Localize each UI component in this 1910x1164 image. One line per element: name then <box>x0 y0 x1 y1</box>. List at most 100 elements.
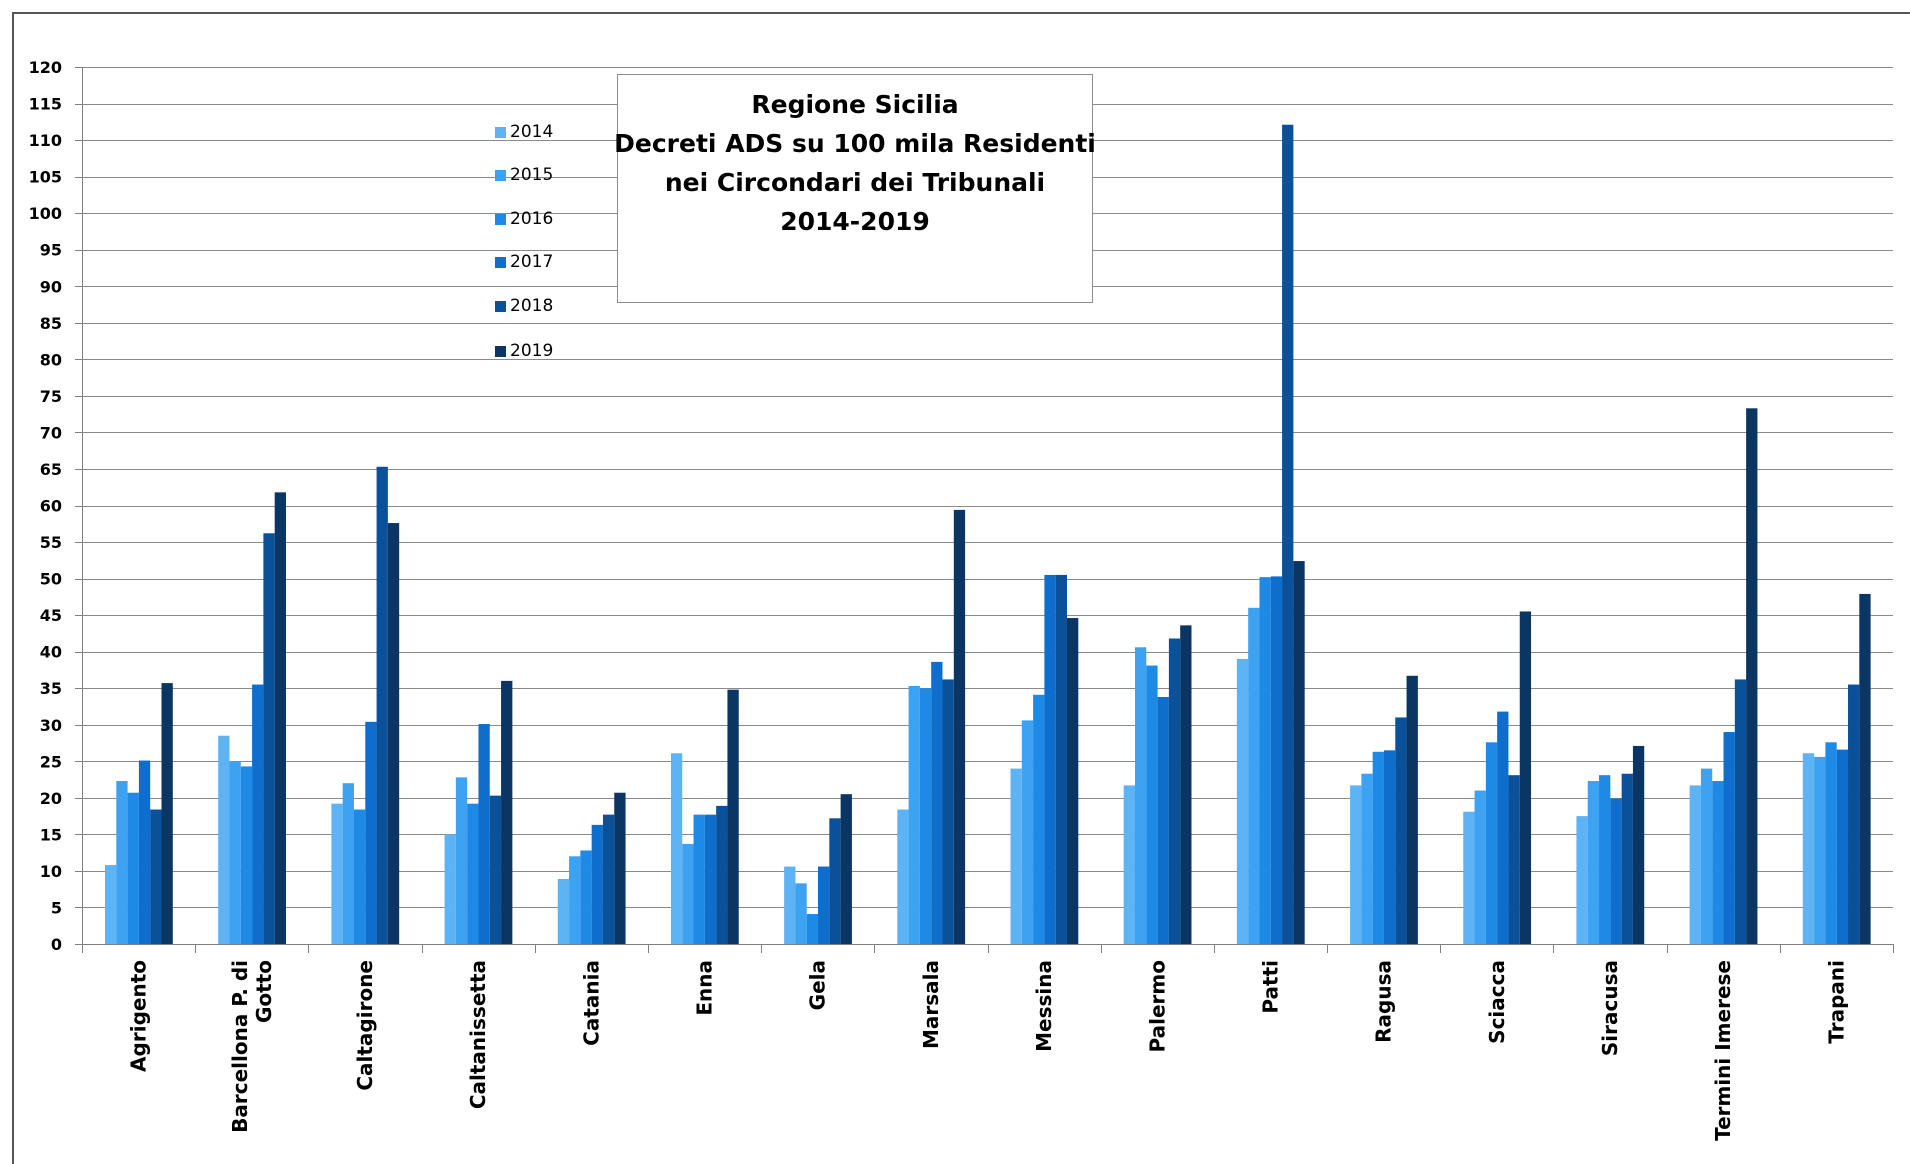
bar <box>682 843 694 944</box>
y-tick-label: 75 <box>40 387 62 406</box>
bar <box>580 850 592 944</box>
bar <box>127 792 139 944</box>
legend-item-2019: 2019 <box>495 341 553 361</box>
y-axis-tick-labels: 0 5 10 15 20 25 30 35 40 45 50 55 60 65 70 75 80 85 90 95 10… <box>29 58 62 954</box>
bar <box>455 777 468 944</box>
bar <box>1270 576 1283 944</box>
bar <box>376 466 388 944</box>
series-2015 <box>116 607 1826 944</box>
bar <box>784 866 796 944</box>
bar <box>897 809 909 944</box>
x-category-label: Ragusa <box>1372 960 1396 1043</box>
bar <box>1157 696 1169 944</box>
legend-swatch <box>495 256 506 268</box>
bar <box>1248 607 1260 944</box>
y-tick-label: 45 <box>40 606 62 625</box>
x-category-label: Marsala <box>919 960 943 1049</box>
bar <box>1146 665 1158 944</box>
legend-swatch <box>495 169 506 181</box>
bar <box>387 523 400 944</box>
bar <box>150 809 162 944</box>
bar <box>1723 732 1735 944</box>
bar <box>1180 625 1192 944</box>
bar <box>1632 745 1645 944</box>
bar <box>1610 798 1622 944</box>
y-tick-label: 110 <box>29 131 62 150</box>
bar <box>806 914 819 944</box>
x-category-label: Caltanissetta <box>466 960 490 1109</box>
bar <box>1836 749 1849 944</box>
chart-title-line-1: Regione Sicilia <box>751 90 959 119</box>
legend-label: 2018 <box>510 296 554 316</box>
bar <box>218 735 230 944</box>
bar <box>161 683 173 944</box>
x-category-label: Barcellona P. di <box>228 960 252 1133</box>
bar <box>331 803 343 944</box>
series-2014 <box>105 658 1815 944</box>
legend-label: 2017 <box>510 252 554 272</box>
bar <box>942 679 954 944</box>
bar <box>557 878 570 944</box>
bar <box>1067 618 1079 944</box>
bar <box>1361 773 1373 944</box>
y-tick-label: 120 <box>29 58 62 77</box>
chart-title-line-3: nei Circondari dei Tribunali <box>664 168 1046 197</box>
y-tick-label: 100 <box>29 204 62 223</box>
legend-item-2015: 2015 <box>495 165 553 185</box>
bar <box>1293 561 1305 944</box>
bar <box>1825 742 1837 944</box>
bar <box>1372 751 1384 944</box>
bar <box>1848 684 1860 944</box>
x-category-label: Siracusa <box>1598 960 1622 1056</box>
bar <box>1802 753 1815 944</box>
bar <box>478 724 490 944</box>
x-category-label: Enna <box>693 960 717 1016</box>
y-tick-label: 0 <box>51 935 62 954</box>
bar <box>1746 408 1758 944</box>
x-category-label: Sciacca <box>1485 960 1509 1044</box>
legend-label: 2016 <box>510 209 554 229</box>
bar <box>1599 775 1611 944</box>
y-tick-label: 15 <box>40 825 62 844</box>
series-2018 <box>150 124 1860 944</box>
bar <box>693 814 705 944</box>
y-tick-label: 60 <box>40 497 62 516</box>
y-tick-label: 95 <box>40 241 62 260</box>
bar <box>1383 750 1396 944</box>
bar <box>1712 781 1724 944</box>
bar <box>953 509 966 944</box>
y-tick-label: 70 <box>40 423 62 442</box>
x-category-label: Palermo <box>1145 960 1169 1052</box>
legend-swatch <box>495 300 506 312</box>
y-tick-label: 50 <box>40 570 62 589</box>
bar <box>444 834 456 944</box>
legend-swatch <box>495 345 506 357</box>
bar <box>252 684 264 944</box>
bar <box>1734 679 1747 944</box>
x-category-label: Messina <box>1032 960 1056 1052</box>
bar <box>1236 658 1249 944</box>
x-category-label: Catania <box>579 960 603 1046</box>
bar <box>1508 775 1520 944</box>
bar <box>1814 756 1826 944</box>
bar <box>727 689 739 944</box>
bar <box>569 856 581 944</box>
bar <box>1463 811 1475 944</box>
bar <box>602 814 615 944</box>
bar <box>1406 675 1418 944</box>
bar <box>229 761 241 944</box>
bars <box>105 124 1871 944</box>
bar <box>716 805 728 944</box>
bar <box>240 766 253 944</box>
bar <box>1587 781 1600 944</box>
legend-label: 2019 <box>510 341 554 361</box>
bar <box>489 795 502 944</box>
y-tick-label: 20 <box>40 789 62 808</box>
y-tick-label: 35 <box>40 679 62 698</box>
bar <box>931 661 943 944</box>
y-tick-label: 30 <box>40 716 62 735</box>
bar <box>1621 773 1633 944</box>
bar <box>467 803 479 944</box>
x-category-label: Agrigento <box>127 960 151 1072</box>
